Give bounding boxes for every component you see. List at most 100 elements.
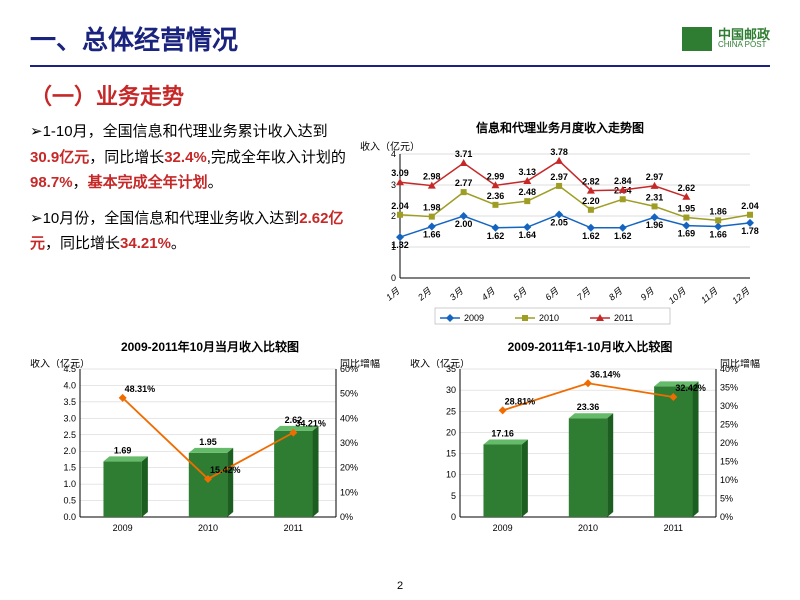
svg-text:2009: 2009 — [464, 313, 484, 323]
svg-text:9月: 9月 — [639, 285, 657, 302]
svg-text:7月: 7月 — [575, 285, 593, 302]
svg-text:30%: 30% — [720, 401, 738, 411]
bullet-item: ➢10月份，全国信息和代理业务收入达到2.62亿元，同比增长34.21%。 — [30, 206, 350, 257]
svg-text:2009: 2009 — [493, 523, 513, 533]
svg-text:收入（亿元）: 收入（亿元） — [410, 359, 470, 370]
svg-text:2.98: 2.98 — [423, 172, 441, 182]
svg-text:1.66: 1.66 — [423, 230, 441, 240]
svg-text:2.04: 2.04 — [391, 201, 409, 211]
svg-text:4月: 4月 — [480, 285, 498, 302]
svg-text:0: 0 — [451, 512, 456, 522]
svg-text:1.62: 1.62 — [614, 231, 632, 241]
svg-text:3.78: 3.78 — [550, 147, 568, 157]
svg-text:0%: 0% — [340, 512, 353, 522]
svg-text:1.32: 1.32 — [391, 240, 409, 250]
svg-text:3.09: 3.09 — [391, 168, 409, 178]
chart2-title: 2009-2011年10月当月收入比较图 — [30, 338, 390, 355]
svg-text:0.5: 0.5 — [63, 496, 76, 506]
svg-text:1.62: 1.62 — [582, 231, 600, 241]
logo: 中国邮政 CHINA POST — [682, 27, 770, 51]
svg-text:2月: 2月 — [415, 285, 434, 303]
svg-text:2.84: 2.84 — [614, 176, 632, 186]
svg-text:2.31: 2.31 — [646, 192, 664, 202]
svg-text:2.62: 2.62 — [678, 183, 696, 193]
svg-text:2.0: 2.0 — [63, 446, 76, 456]
svg-text:10%: 10% — [720, 475, 738, 485]
main-title: 一、总体经营情况 — [30, 20, 238, 57]
svg-text:1.64: 1.64 — [519, 230, 537, 240]
svg-text:35%: 35% — [720, 383, 738, 393]
svg-text:4: 4 — [391, 149, 396, 159]
subtitle: （一）业务走势 — [30, 79, 770, 111]
svg-text:20: 20 — [446, 427, 456, 437]
svg-text:0: 0 — [391, 273, 396, 283]
svg-text:12月: 12月 — [730, 285, 752, 306]
svg-text:2.04: 2.04 — [741, 201, 759, 211]
svg-text:11月: 11月 — [699, 285, 720, 305]
svg-text:2010: 2010 — [539, 313, 559, 323]
svg-text:1.62: 1.62 — [487, 231, 505, 241]
svg-text:34.21%: 34.21% — [295, 419, 326, 429]
svg-text:25: 25 — [446, 406, 456, 416]
svg-text:2.48: 2.48 — [519, 187, 537, 197]
header: 一、总体经营情况 中国邮政 CHINA POST — [30, 20, 770, 67]
svg-text:10%: 10% — [340, 487, 358, 497]
chart1-title: 信息和代理业务月度收入走势图 — [360, 119, 760, 136]
svg-text:2.99: 2.99 — [487, 171, 505, 181]
logo-icon — [682, 27, 712, 51]
svg-text:收入（亿元）: 收入（亿元） — [30, 359, 90, 370]
svg-text:2.05: 2.05 — [550, 217, 568, 227]
svg-text:3.71: 3.71 — [455, 149, 473, 159]
svg-text:35: 35 — [446, 364, 456, 374]
svg-text:3.0: 3.0 — [63, 413, 76, 423]
svg-text:2.20: 2.20 — [582, 196, 600, 206]
svg-text:2011: 2011 — [664, 523, 683, 533]
svg-text:5: 5 — [451, 491, 456, 501]
svg-text:30%: 30% — [340, 438, 358, 448]
svg-text:3.5: 3.5 — [63, 397, 76, 407]
svg-text:2010: 2010 — [198, 523, 218, 533]
chart-ytd-compare: 2009-2011年1-10月收入比较图 收入（亿元）同比增幅051015202… — [410, 338, 770, 539]
svg-text:2.36: 2.36 — [487, 191, 505, 201]
logo-text-en: CHINA POST — [718, 41, 770, 49]
svg-text:2: 2 — [391, 211, 396, 221]
svg-text:10月: 10月 — [667, 285, 689, 306]
chart3-title: 2009-2011年1-10月收入比较图 — [410, 338, 770, 355]
svg-text:1.69: 1.69 — [114, 445, 132, 455]
svg-text:3: 3 — [391, 180, 396, 190]
svg-text:36.14%: 36.14% — [590, 369, 621, 379]
bullet-list: ➢1-10月，全国信息和代理业务累计收入达到30.9亿元，同比增长32.4%,完… — [30, 119, 350, 330]
svg-text:3.13: 3.13 — [519, 167, 537, 177]
svg-text:1月: 1月 — [384, 285, 402, 302]
svg-text:15: 15 — [446, 449, 456, 459]
svg-text:5%: 5% — [720, 494, 733, 504]
svg-text:0.0: 0.0 — [63, 512, 76, 522]
svg-text:1.98: 1.98 — [423, 203, 441, 213]
svg-text:40%: 40% — [720, 364, 738, 374]
svg-text:1.96: 1.96 — [646, 220, 664, 230]
svg-text:2011: 2011 — [614, 313, 633, 323]
svg-text:6月: 6月 — [543, 285, 561, 302]
svg-text:25%: 25% — [720, 420, 738, 430]
slide: 一、总体经营情况 中国邮政 CHINA POST （一）业务走势 ➢1-10月，… — [0, 0, 800, 600]
svg-text:1.66: 1.66 — [709, 230, 727, 240]
svg-text:2.82: 2.82 — [582, 177, 600, 187]
svg-text:2011: 2011 — [284, 523, 303, 533]
chart-october-compare: 2009-2011年10月当月收入比较图 收入（亿元）同比增幅0.00.51.0… — [30, 338, 390, 539]
svg-text:15.42%: 15.42% — [210, 465, 241, 475]
svg-text:23.36: 23.36 — [577, 402, 600, 412]
svg-text:20%: 20% — [340, 463, 358, 473]
svg-text:4.5: 4.5 — [63, 364, 76, 374]
svg-text:2.97: 2.97 — [550, 172, 568, 182]
svg-text:48.31%: 48.31% — [125, 384, 156, 394]
svg-text:3月: 3月 — [448, 285, 466, 302]
svg-text:1.86: 1.86 — [709, 206, 727, 216]
svg-text:32.42%: 32.42% — [675, 383, 706, 393]
chart-monthly-trend: 信息和代理业务月度收入走势图 收入（亿元）012341月2月3月4月5月6月7月… — [360, 119, 760, 330]
svg-text:1.95: 1.95 — [678, 204, 696, 214]
svg-text:28.81%: 28.81% — [505, 396, 536, 406]
svg-text:2010: 2010 — [578, 523, 598, 533]
svg-text:60%: 60% — [340, 364, 358, 374]
svg-text:20%: 20% — [720, 438, 738, 448]
svg-text:2.5: 2.5 — [63, 430, 76, 440]
